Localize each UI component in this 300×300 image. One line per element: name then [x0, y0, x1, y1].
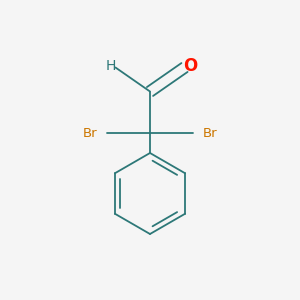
Text: H: H	[106, 59, 116, 73]
Text: Br: Br	[83, 127, 97, 140]
Text: O: O	[183, 57, 197, 75]
Text: Br: Br	[203, 127, 217, 140]
